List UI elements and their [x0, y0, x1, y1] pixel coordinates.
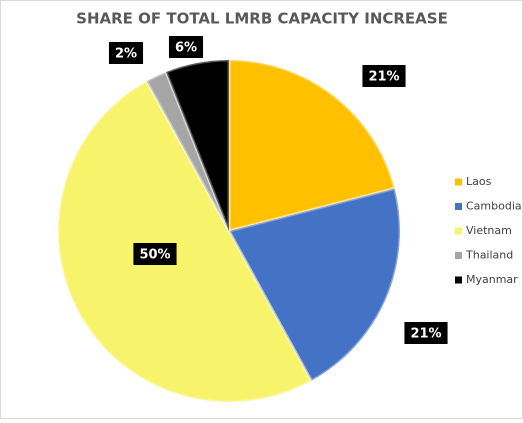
data-label: 6%: [175, 41, 197, 56]
legend-label: Vietnam: [466, 224, 512, 237]
data-label: 21%: [410, 327, 441, 342]
data-label: 21%: [368, 70, 399, 85]
data-label: 50%: [139, 248, 170, 263]
legend-swatch: [455, 252, 462, 259]
legend-swatch: [455, 276, 462, 284]
pie-slice: [144, 70, 231, 232]
data-label: 2%: [115, 47, 137, 62]
legend-swatch: [455, 178, 462, 186]
legend-label: Laos: [466, 175, 492, 188]
data-label-box: [133, 243, 177, 265]
data-label-box: [362, 65, 406, 87]
pie-slice: [56, 79, 314, 404]
pie-slice: [164, 58, 231, 232]
data-label-box: [168, 36, 204, 58]
legend-swatch: [455, 227, 462, 235]
pie-slice: [227, 58, 397, 233]
chart-title: SHARE OF TOTAL LMRB CAPACITY INCREASE: [76, 10, 448, 28]
legend-label: Thailand: [465, 249, 513, 262]
data-label-box: [404, 322, 448, 344]
pie-slice: [226, 186, 402, 383]
data-label-box: [108, 42, 144, 64]
legend-label: Cambodia: [466, 200, 522, 213]
legend-swatch: [455, 203, 462, 210]
legend-label: Myanmar: [466, 273, 518, 286]
